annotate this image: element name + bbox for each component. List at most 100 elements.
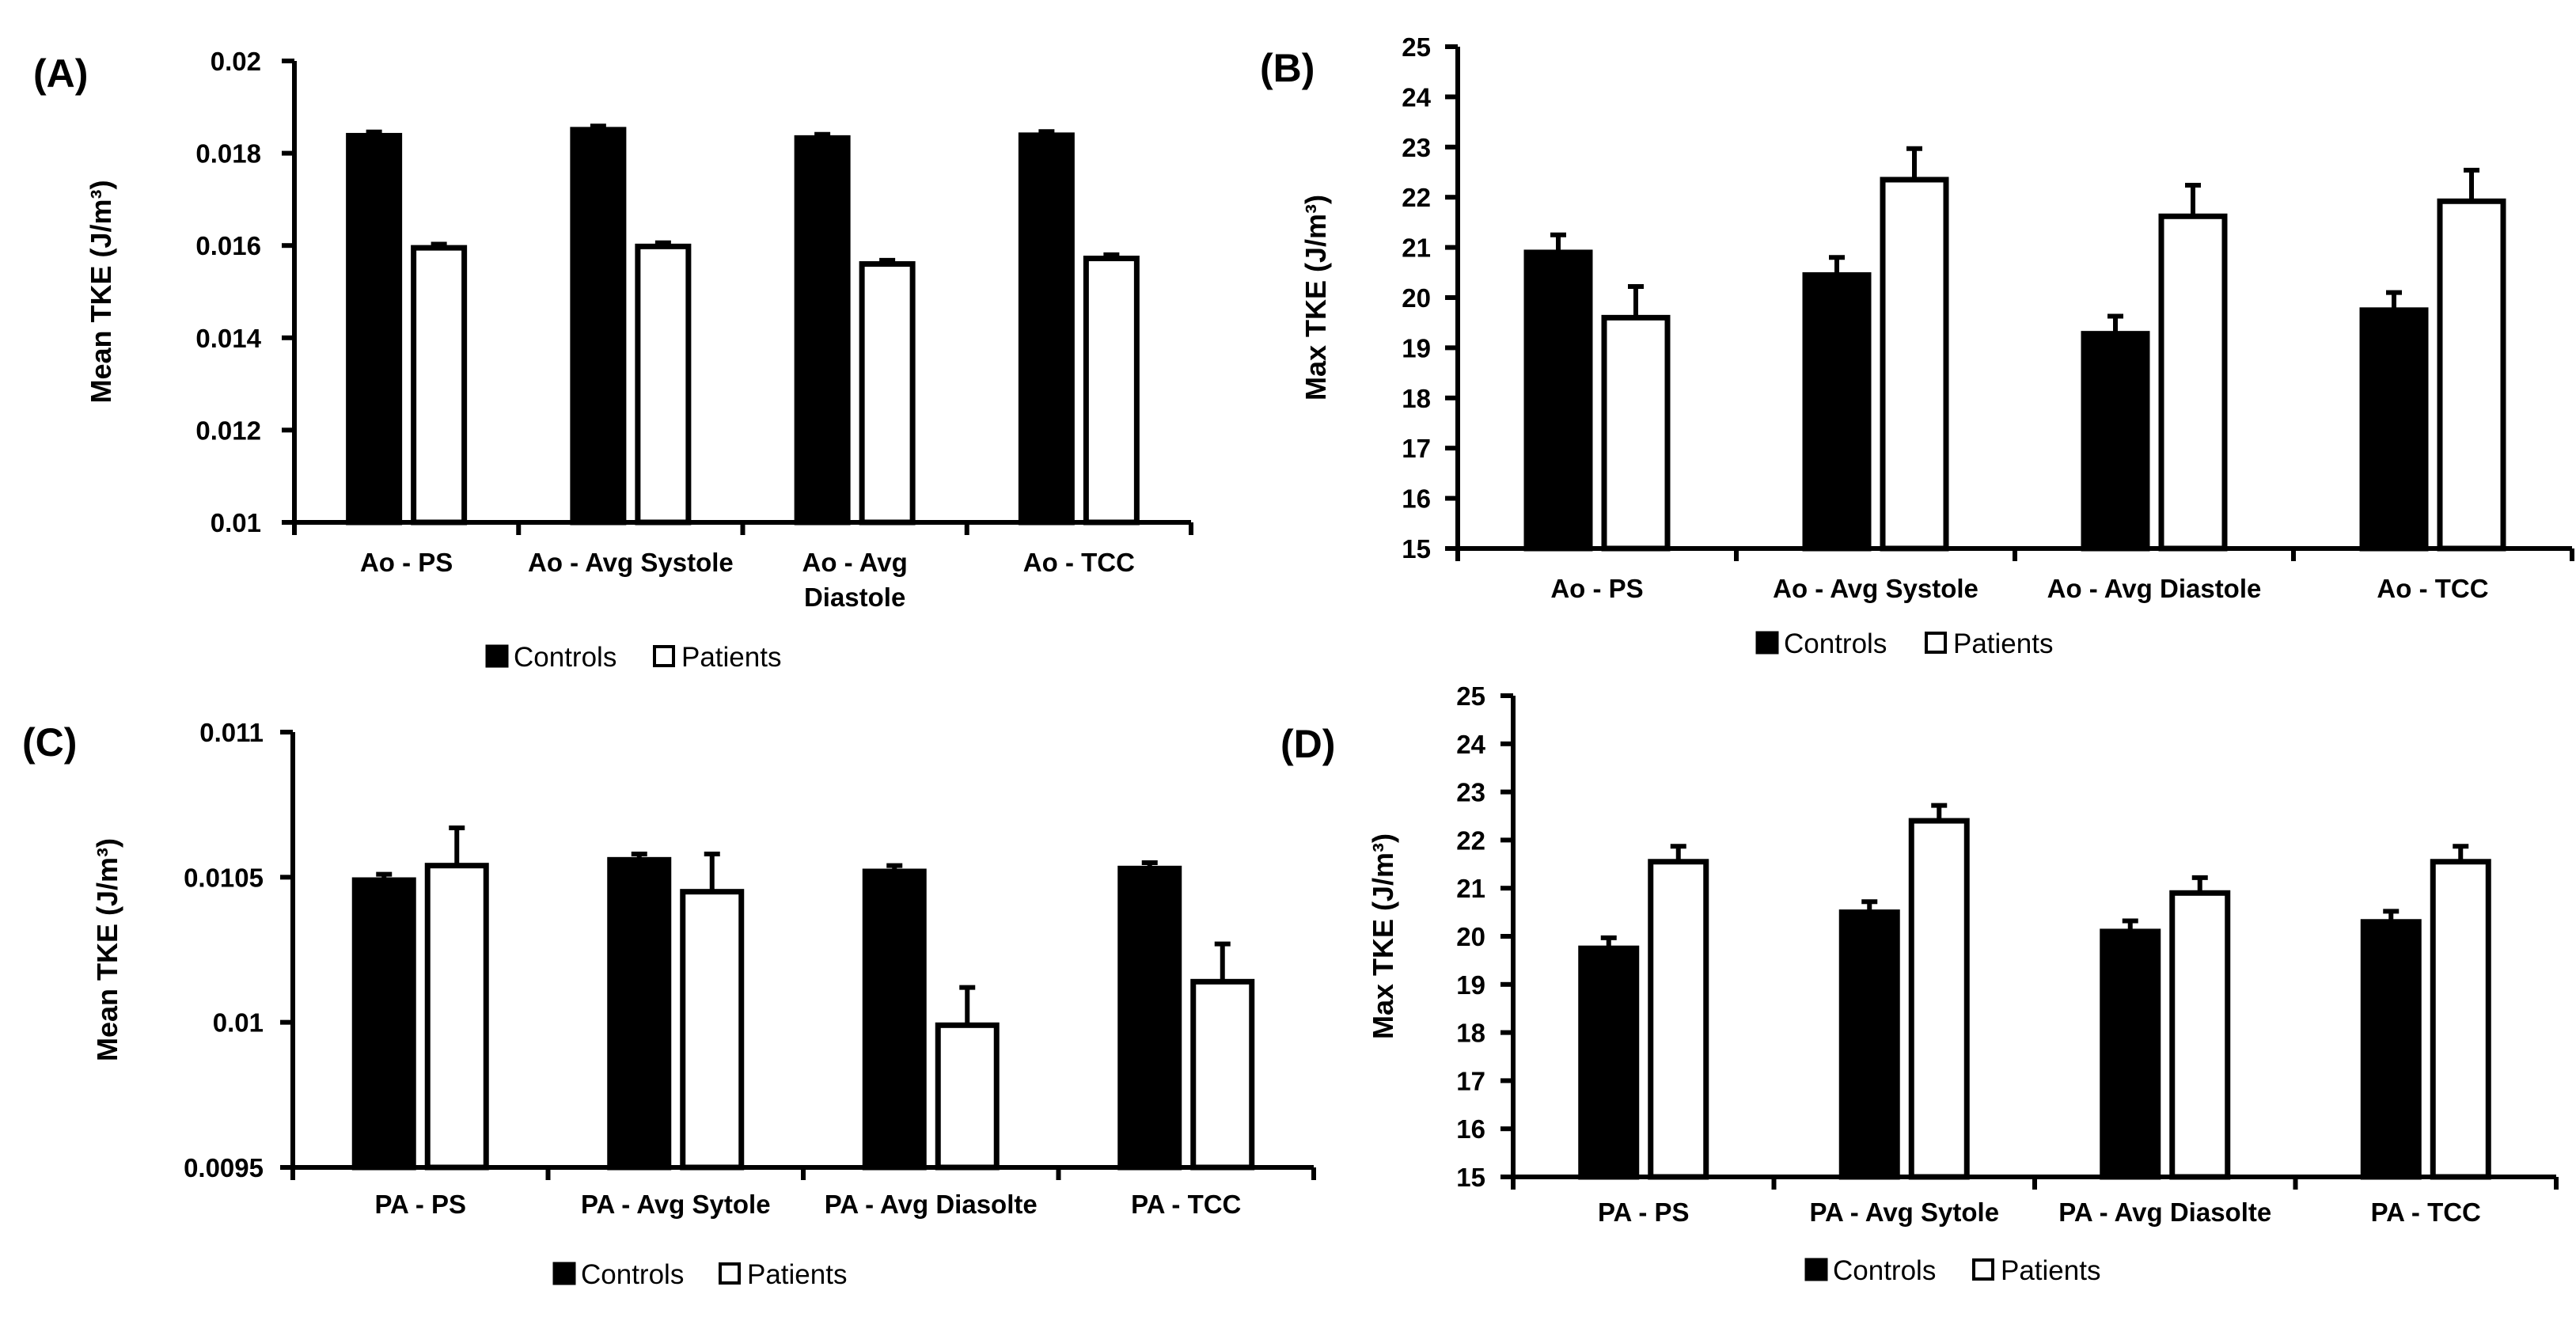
legend-swatch-patients bbox=[653, 645, 675, 667]
bar-patients bbox=[1190, 978, 1255, 1171]
x-category-label: PA - TCC bbox=[1131, 1190, 1241, 1219]
y-tick-label: 18 bbox=[1456, 1019, 1485, 1048]
y-tick-label: 19 bbox=[1456, 970, 1485, 1000]
x-category-label: Diastole bbox=[804, 583, 905, 612]
y-tick-label: 18 bbox=[1402, 384, 1431, 413]
bar-controls bbox=[1117, 865, 1182, 1171]
y-tick-label: 21 bbox=[1402, 233, 1431, 263]
bar-patients bbox=[424, 863, 489, 1171]
chart-panel-b: (B) Max TKE (J/m³) 15 16 17 18 19 20 21 22 23 24 25 A… bbox=[1260, 32, 2574, 659]
x-category-label: PA - PS bbox=[374, 1190, 466, 1219]
x-category-label: Ao - TCC bbox=[2377, 574, 2488, 603]
x-category-label: Ao - PS bbox=[1550, 574, 1643, 603]
legend-label-controls: Controls bbox=[1784, 628, 1887, 659]
y-tick-label: 24 bbox=[1402, 82, 1431, 112]
y-tick-label: 20 bbox=[1402, 283, 1431, 313]
bar-controls bbox=[794, 135, 851, 526]
y-tick-label: 17 bbox=[1456, 1066, 1485, 1095]
bar-controls bbox=[862, 868, 927, 1171]
bar-controls bbox=[2100, 928, 2161, 1180]
bar-patients bbox=[935, 1022, 1000, 1171]
bar-patients bbox=[2437, 198, 2506, 552]
bar-controls bbox=[1578, 945, 1640, 1180]
y-tick-label: 24 bbox=[1456, 730, 1485, 759]
legend-label-controls: Controls bbox=[581, 1259, 684, 1290]
bar-patients bbox=[1908, 818, 1970, 1180]
y-tick-label: 15 bbox=[1402, 534, 1431, 564]
y-tick-label: 0.016 bbox=[195, 231, 261, 260]
y-tick-label: 0.01 bbox=[213, 1008, 264, 1038]
bar-patients bbox=[1648, 859, 1709, 1180]
bar-patients bbox=[859, 261, 916, 526]
x-category-label: PA - TCC bbox=[2371, 1197, 2481, 1227]
legend-swatch-controls bbox=[552, 1262, 576, 1285]
panel-label: (B) bbox=[1260, 46, 1315, 90]
bar-patients bbox=[2158, 213, 2228, 552]
y-tick-label: 0.0105 bbox=[184, 863, 264, 892]
legend-swatch-patients bbox=[1925, 632, 1947, 654]
legend: Controls Patients bbox=[485, 642, 781, 673]
legend-swatch-patients bbox=[719, 1262, 741, 1285]
y-tick-label: 15 bbox=[1456, 1163, 1485, 1192]
y-tick-label: 0.012 bbox=[195, 416, 261, 445]
x-category-label: PA - PS bbox=[1598, 1197, 1690, 1227]
y-tick-label: 0.014 bbox=[195, 324, 261, 353]
bar-controls bbox=[1523, 249, 1593, 552]
y-tick-label: 21 bbox=[1456, 874, 1485, 903]
y-axis-title: Max TKE (J/m³) bbox=[1367, 833, 1399, 1039]
legend-label-patients: Patients bbox=[747, 1259, 847, 1290]
y-tick-label: 22 bbox=[1402, 183, 1431, 212]
y-axis-title: Mean TKE (J/m³) bbox=[91, 838, 123, 1061]
bar-controls bbox=[346, 132, 403, 526]
bar-patients bbox=[635, 243, 692, 526]
panel-label: (A) bbox=[33, 51, 88, 96]
y-tick-label: 23 bbox=[1456, 778, 1485, 807]
bar-patients bbox=[411, 245, 468, 526]
bar-patients bbox=[1601, 314, 1671, 552]
chart-panel-a: (A) Mean TKE (J/m³) 0.01 0.012 0.014 0.016 0.0… bbox=[33, 47, 1193, 673]
y-tick-label: 25 bbox=[1456, 681, 1485, 711]
y-tick-label: 25 bbox=[1402, 32, 1431, 62]
chart-panel-d: (D) Max TKE (J/m³) 15 16 17 18 19 20 21 22 23 24 25 P… bbox=[1280, 681, 2559, 1286]
x-category-label: PA - Avg Diasolte bbox=[825, 1190, 1038, 1219]
bar-controls bbox=[1018, 132, 1075, 526]
panel-label: (D) bbox=[1280, 722, 1335, 766]
x-category-label: Ao - TCC bbox=[1023, 548, 1135, 577]
y-tick-label: 16 bbox=[1456, 1114, 1485, 1144]
bar-patients bbox=[2169, 890, 2231, 1180]
bar-controls bbox=[351, 877, 416, 1171]
legend-label-patients: Patients bbox=[1953, 628, 2053, 659]
legend-swatch-controls bbox=[485, 644, 509, 668]
legend: Controls Patients bbox=[552, 1259, 847, 1290]
legend-swatch-patients bbox=[1972, 1258, 1994, 1281]
panel-label: (C) bbox=[22, 720, 77, 765]
y-tick-label: 0.0095 bbox=[184, 1153, 264, 1182]
x-category-label: Ao - Avg bbox=[802, 548, 908, 577]
legend-swatch-controls bbox=[1755, 631, 1779, 655]
y-tick-label: 0.011 bbox=[199, 718, 264, 747]
y-tick-label: 23 bbox=[1402, 133, 1431, 162]
bar-controls bbox=[1838, 909, 1900, 1180]
legend-label-patients: Patients bbox=[2001, 1255, 2100, 1286]
y-tick-label: 0.01 bbox=[211, 508, 261, 537]
x-category-label: Ao - Avg Systole bbox=[528, 548, 734, 577]
y-tick-label: 19 bbox=[1402, 333, 1431, 362]
x-category-label: Ao - Avg Systole bbox=[1773, 574, 1978, 603]
legend: Controls Patients bbox=[1804, 1255, 2100, 1286]
legend-label-controls: Controls bbox=[514, 642, 616, 673]
bar-patients bbox=[1880, 176, 1949, 552]
legend-swatch-controls bbox=[1804, 1258, 1828, 1281]
bar-patients bbox=[680, 889, 745, 1171]
y-tick-label: 0.018 bbox=[195, 139, 261, 169]
bar-controls bbox=[570, 127, 627, 526]
chart-panel-c: (C) Mean TKE (J/m³) 0.0095 0.01 0.0105 0.011 P… bbox=[22, 718, 1316, 1290]
x-category-label: PA - Avg Sytole bbox=[581, 1190, 771, 1219]
bar-controls bbox=[1802, 271, 1872, 552]
y-axis-title: Max TKE (J/m³) bbox=[1299, 195, 1332, 400]
bar-controls bbox=[2360, 919, 2422, 1180]
legend-label-controls: Controls bbox=[1833, 1255, 1936, 1286]
x-category-label: Ao - Avg Diastole bbox=[2047, 574, 2262, 603]
x-category-label: PA - Avg Sytole bbox=[1809, 1197, 1999, 1227]
